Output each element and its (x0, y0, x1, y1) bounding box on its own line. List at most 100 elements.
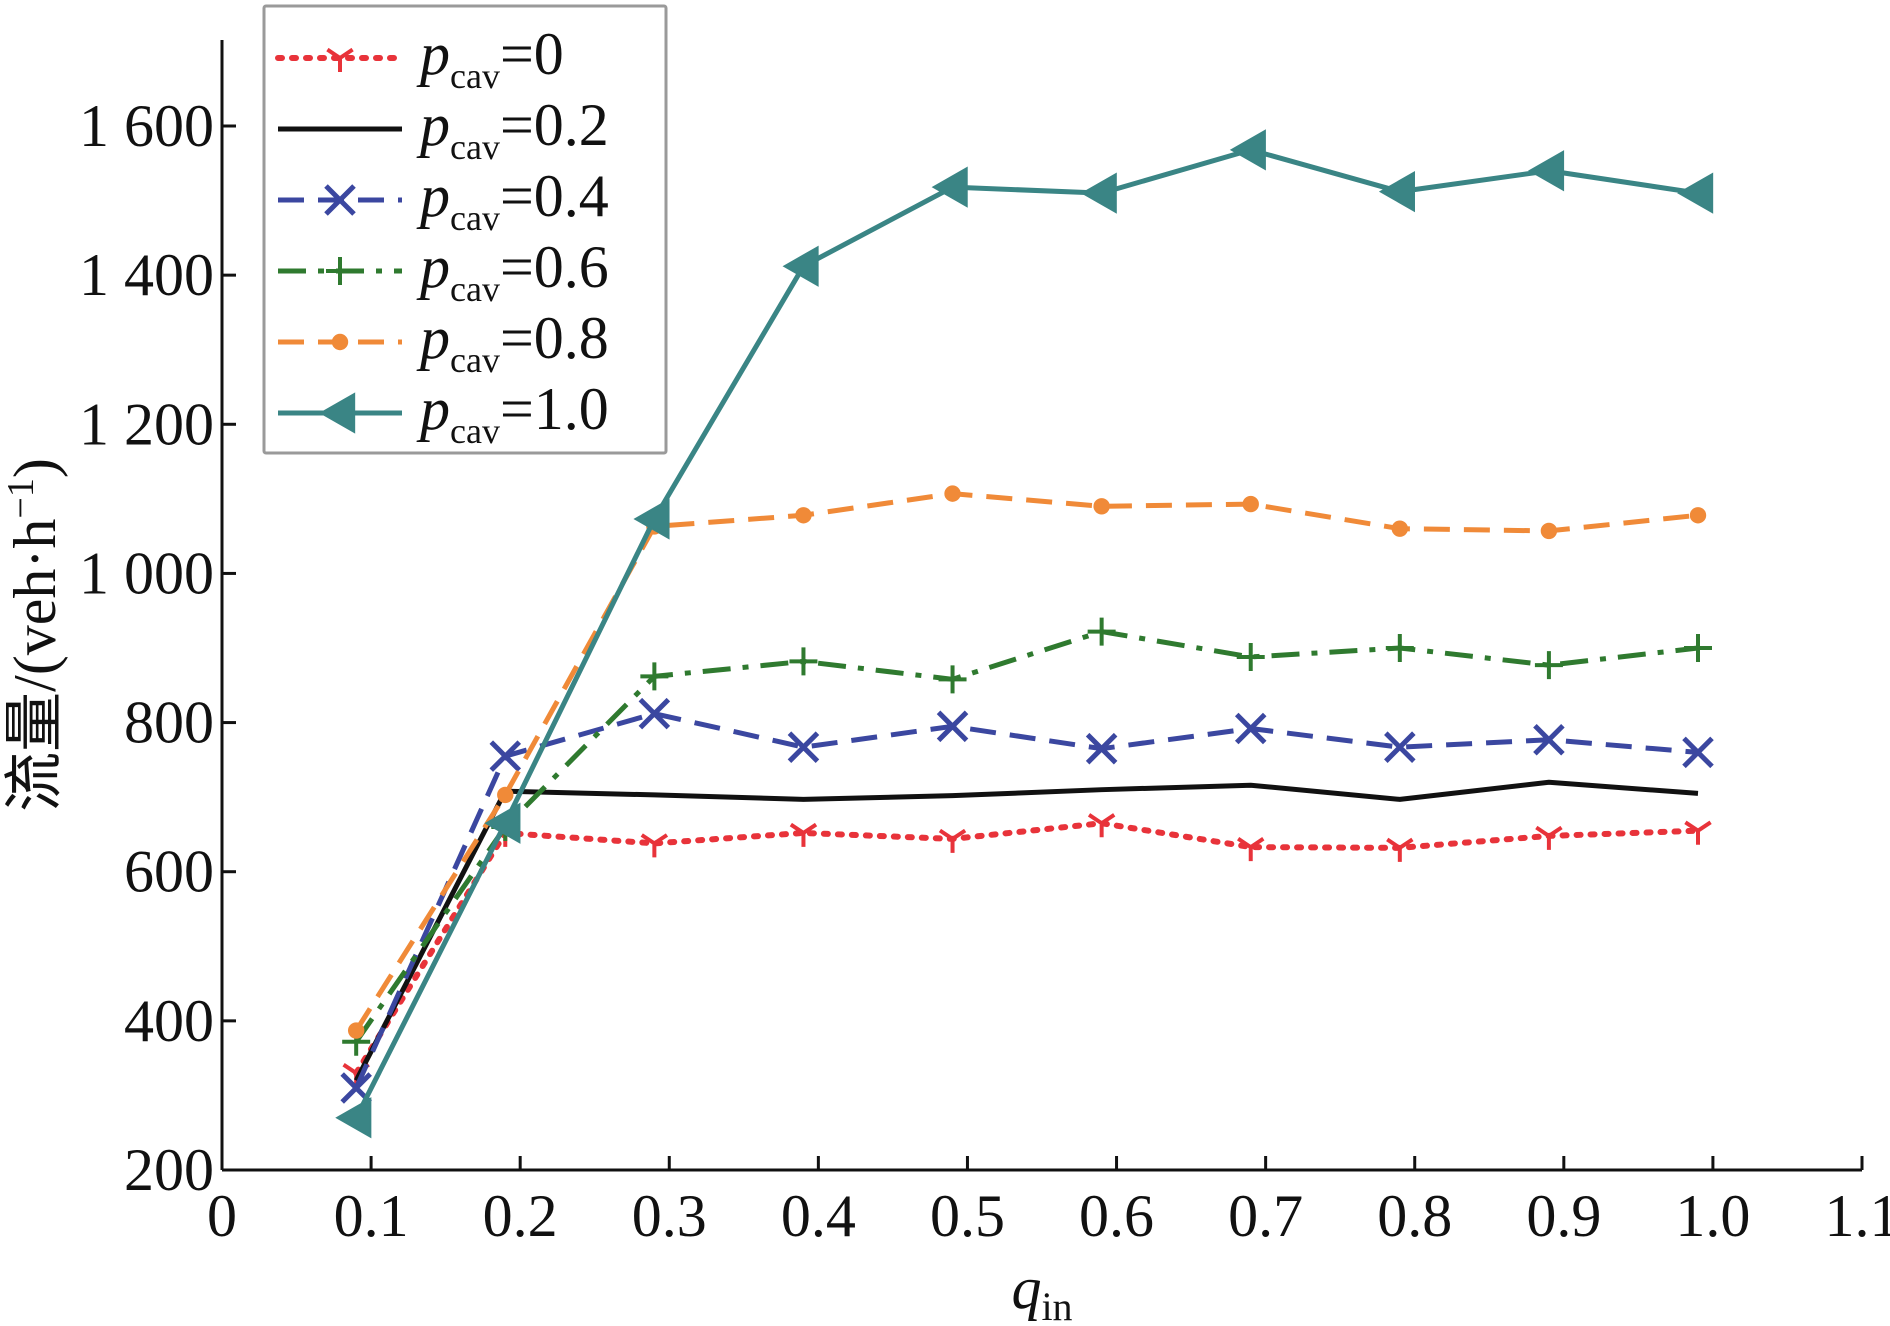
data-point-marker (1080, 172, 1117, 214)
y-tick-label: 1 600 (79, 93, 214, 159)
legend-items: pcav=0pcav=0.2pcav=0.4pcav=0.6pcav=0.8pc… (275, 21, 609, 451)
legend-value: =0.4 (500, 163, 609, 229)
y-axis-title: 流量/(veh·h−1) (0, 458, 68, 812)
y-axis-title-sup: −1 (0, 478, 42, 518)
x-tick-label: 0.3 (632, 1183, 707, 1249)
x-tick-label: 0.5 (930, 1183, 1005, 1249)
x-tick-label: 0.4 (781, 1183, 856, 1249)
series-line (353, 820, 1701, 1077)
x-tick-label: 1.0 (1675, 1183, 1750, 1249)
legend-label: pcav=0.2 (416, 92, 609, 167)
series (347, 485, 1707, 1039)
series-line (353, 711, 1699, 1089)
y-axis-ticks: 200 400 600 800 1 000 1 200 1 400 1 600 (79, 93, 236, 1203)
data-point-marker (326, 47, 354, 72)
legend-label: pcav=0.6 (416, 234, 609, 309)
data-point-marker (347, 1022, 365, 1039)
x-tick-label: 1.1 (1825, 1183, 1890, 1249)
legend-sub: cav (450, 269, 500, 309)
data-point-marker (782, 245, 819, 287)
x-tick-label: 0.1 (334, 1183, 409, 1249)
y-tick-label: 1 200 (79, 391, 214, 457)
data-point-marker (1533, 723, 1565, 756)
legend-sub: cav (450, 198, 500, 238)
data-point-marker (944, 485, 961, 502)
x-axis-title: qin (1011, 1255, 1072, 1326)
x-axis-title-sub: in (1041, 1284, 1072, 1326)
y-tick-label: 200 (124, 1137, 214, 1203)
series-group (335, 129, 1714, 1139)
series-line (354, 491, 1699, 1032)
axes: 0 0.1 0.2 0.3 0.4 0.5 0.6 0.7 0.8 0.9 1.0 1.1 200 40… (79, 40, 1890, 1249)
data-point-marker (1093, 498, 1110, 515)
series-line (354, 629, 1699, 1044)
y-tick-label: 800 (124, 690, 214, 756)
data-point-marker (1229, 129, 1266, 171)
data-point-marker (938, 665, 967, 694)
data-point-marker (640, 833, 669, 858)
legend: pcav=0pcav=0.2pcav=0.4pcav=0.6pcav=0.8pc… (262, 4, 668, 455)
x-tick-label: 0.6 (1079, 1183, 1154, 1249)
series-line (353, 779, 1699, 1082)
legend-var: p (416, 21, 450, 87)
series (342, 617, 1712, 1056)
x-axis-ticks: 0 0.1 0.2 0.3 0.4 0.5 0.6 0.7 0.8 0.9 1.0 1.1 (207, 1156, 1890, 1249)
data-point-marker (1378, 170, 1415, 213)
legend-entry: pcav=0.6 (278, 234, 609, 309)
y-axis-title-close: ) (2, 458, 68, 478)
data-point-marker (484, 802, 521, 844)
legend-var: p (416, 305, 450, 371)
data-point-marker (319, 392, 356, 434)
data-point-marker (1236, 642, 1265, 671)
y-tick-label: 600 (124, 839, 214, 905)
data-point-marker (1242, 495, 1259, 513)
legend-label: pcav=1.0 (416, 376, 609, 451)
data-point-marker (1391, 520, 1409, 537)
legend-value: =1.0 (500, 376, 609, 442)
data-point-marker (1386, 837, 1414, 862)
data-point-marker (1087, 813, 1116, 838)
data-point-marker (1237, 837, 1265, 862)
legend-sub: cav (450, 127, 500, 167)
legend-sub: cav (450, 56, 500, 96)
data-point-marker (335, 1097, 372, 1139)
legend-entry: pcav=0 (275, 21, 564, 96)
x-tick-label: 0.7 (1228, 1183, 1303, 1249)
legend-entry: pcav=0.4 (278, 163, 609, 238)
data-point-marker (326, 257, 354, 285)
data-point-marker (795, 507, 812, 524)
legend-value: =0.6 (500, 234, 609, 300)
series (340, 697, 1714, 1104)
legend-label: pcav=0 (416, 21, 564, 96)
data-point-marker (497, 786, 514, 804)
legend-var: p (416, 376, 450, 442)
y-tick-label: 1 400 (79, 242, 214, 308)
y-tick-label: 400 (124, 988, 214, 1054)
data-point-marker (789, 647, 818, 676)
data-point-marker (1087, 617, 1116, 646)
legend-value: =0.2 (500, 92, 609, 158)
data-point-marker (938, 828, 967, 853)
legend-var: p (416, 234, 450, 300)
data-point-marker (1689, 507, 1707, 524)
data-point-marker (489, 740, 522, 772)
legend-entry: pcav=0.8 (278, 305, 609, 380)
x-tick-label: 0 (207, 1183, 237, 1249)
data-point-marker (331, 333, 349, 351)
legend-sub: cav (450, 411, 500, 451)
legend-entry: pcav=1.0 (278, 376, 609, 451)
data-point-marker (1234, 712, 1267, 745)
data-point-marker (1540, 522, 1558, 540)
data-point-marker (633, 498, 670, 540)
legend-value: =0.8 (500, 305, 609, 371)
data-point-marker (1385, 634, 1414, 662)
data-point-marker (1682, 736, 1714, 769)
series (353, 779, 1699, 1082)
legend-label: pcav=0.8 (416, 305, 609, 380)
series (342, 813, 1712, 1088)
data-point-marker (789, 822, 818, 847)
data-point-marker (324, 184, 356, 216)
series-line (353, 147, 1699, 1119)
series (335, 129, 1714, 1139)
